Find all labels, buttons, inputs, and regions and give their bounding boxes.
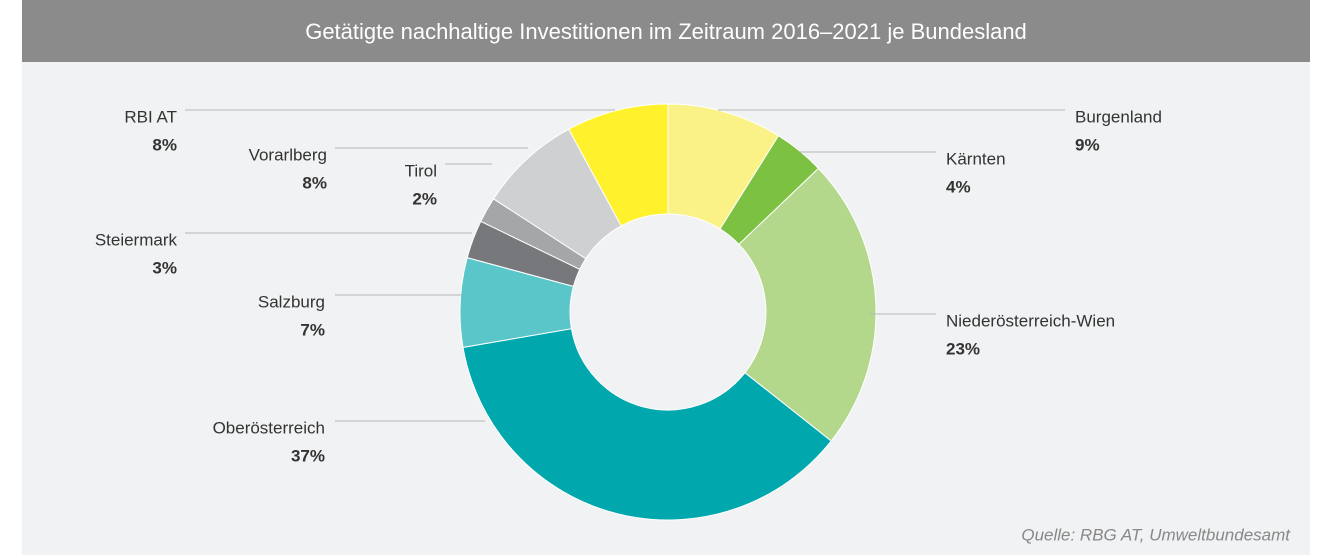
slice-value: 9% — [1075, 135, 1100, 154]
slice-label: Salzburg — [258, 292, 325, 311]
slice-value: 8% — [302, 173, 327, 192]
slice-label: Niederösterreich-Wien — [946, 311, 1115, 330]
source: Quelle: RBG AT, Umweltbundesamt — [1021, 525, 1291, 544]
slice-label: Oberösterreich — [213, 418, 325, 437]
donut-slice — [738, 167, 877, 442]
slice-label: RBI AT — [124, 107, 177, 126]
slice-value: 7% — [300, 320, 325, 339]
slice-value: 8% — [152, 135, 177, 154]
slice-value: 23% — [946, 339, 980, 358]
donut-slice — [568, 103, 669, 227]
slice-label: Kärnten — [946, 149, 1006, 168]
title-bar — [22, 0, 1310, 62]
slice-value: 3% — [152, 258, 177, 277]
slice-label: Steiermark — [95, 230, 178, 249]
slice-label: Tirol — [405, 161, 437, 180]
chart-title: Getätigte nachhaltige Investitionen im Z… — [305, 19, 1027, 44]
slice-value: 2% — [412, 189, 437, 208]
slice-label: Vorarlberg — [249, 145, 327, 164]
slice-value: 37% — [291, 446, 325, 465]
donut-slice — [462, 328, 832, 521]
slice-label: Burgenland — [1075, 107, 1162, 126]
slice-value: 4% — [946, 177, 971, 196]
